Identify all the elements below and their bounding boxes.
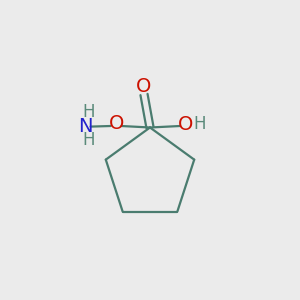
Text: H: H <box>194 115 206 133</box>
Text: O: O <box>178 115 193 134</box>
Text: N: N <box>78 116 92 136</box>
Text: H: H <box>82 131 94 149</box>
Text: H: H <box>82 103 94 121</box>
Text: O: O <box>136 77 152 97</box>
Text: O: O <box>108 114 124 133</box>
